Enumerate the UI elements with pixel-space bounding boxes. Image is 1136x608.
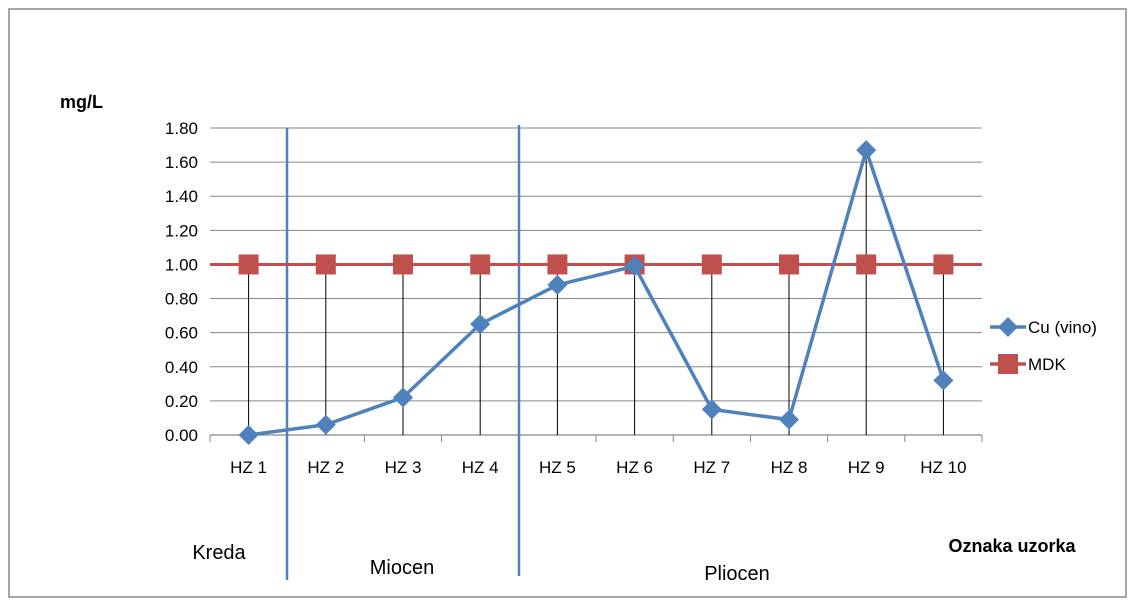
y-tick-label: 1.60 <box>165 153 198 172</box>
legend-marker-diamond <box>998 317 1018 337</box>
data-point-cu <box>393 387 413 408</box>
data-point-cu <box>779 409 799 430</box>
x-tick-label: HZ 6 <box>616 458 653 477</box>
data-point-mdk <box>315 254 336 275</box>
data-point-mdk <box>238 254 259 275</box>
period-label: Pliocen <box>704 563 770 585</box>
legend-label: Cu (vino) <box>1028 318 1097 337</box>
y-tick-label: 0.60 <box>165 324 198 343</box>
y-tick-label: 0.00 <box>165 426 198 445</box>
y-tick-label: 0.20 <box>165 392 198 411</box>
x-tick-label: HZ 5 <box>539 458 576 477</box>
x-tick-label: HZ 10 <box>920 458 966 477</box>
data-point-mdk <box>933 254 954 275</box>
data-point-cu <box>315 414 336 435</box>
data-point-mdk <box>779 254 799 275</box>
y-tick-label: 1.40 <box>165 187 198 206</box>
period-label: Kreda <box>192 542 246 564</box>
legend-marker-square <box>998 354 1018 374</box>
data-point-mdk <box>547 254 568 275</box>
y-tick-label: 1.20 <box>165 221 198 240</box>
data-point-cu <box>547 274 568 295</box>
data-point-mdk <box>470 254 491 275</box>
data-point-cu <box>470 314 491 335</box>
y-tick-label: 0.40 <box>165 358 198 377</box>
y-tick-label: 1.00 <box>165 255 198 274</box>
x-tick-label: HZ 7 <box>693 458 730 477</box>
x-tick-label: HZ 3 <box>385 458 422 477</box>
x-tick-label: HZ 4 <box>462 458 499 477</box>
x-tick-label: HZ 2 <box>307 458 344 477</box>
data-point-mdk <box>856 254 877 275</box>
data-point-cu <box>701 399 722 420</box>
x-tick-label: HZ 1 <box>230 458 267 477</box>
data-point-mdk <box>701 254 722 275</box>
x-tick-label: HZ 9 <box>848 458 885 477</box>
period-label: Miocen <box>370 557 434 579</box>
data-point-cu <box>933 370 954 391</box>
x-axis-label: Oznaka uzorka <box>948 536 1076 556</box>
legend-label: MDK <box>1028 355 1066 374</box>
data-point-cu <box>238 425 259 445</box>
y-tick-label: 1.80 <box>165 119 198 138</box>
data-point-mdk <box>393 254 413 275</box>
x-tick-label: HZ 8 <box>771 458 808 477</box>
data-point-cu <box>856 140 877 161</box>
series-line-cu <box>248 148 946 437</box>
y-tick-label: 0.80 <box>165 290 198 309</box>
y-axis-label: mg/L <box>60 92 103 112</box>
data-point-cu <box>624 256 645 277</box>
